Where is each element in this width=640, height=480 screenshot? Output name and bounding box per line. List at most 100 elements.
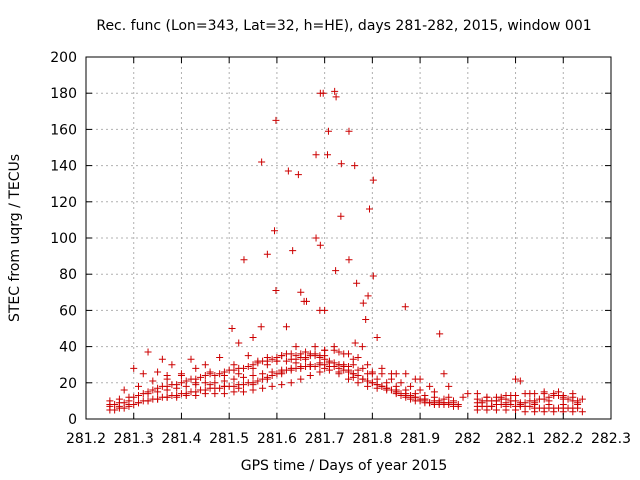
data-point: [235, 384, 243, 392]
data-point: [569, 393, 577, 401]
data-point: [545, 397, 553, 405]
data-point: [335, 368, 343, 376]
data-point: [516, 401, 524, 409]
data-point: [278, 352, 286, 360]
data-point: [401, 303, 409, 311]
data-point: [359, 364, 367, 372]
data-point: [345, 363, 352, 371]
data-point: [324, 151, 331, 159]
data-point: [349, 373, 357, 381]
data-point: [240, 364, 247, 372]
data-point: [316, 89, 324, 97]
data-point: [464, 390, 472, 398]
data-point: [287, 364, 295, 372]
data-point: [512, 375, 520, 383]
data-point: [426, 382, 434, 390]
data-point: [440, 399, 448, 407]
data-point: [240, 256, 248, 264]
data-point: [135, 399, 142, 407]
data-point: [302, 348, 310, 356]
data-point: [263, 357, 271, 365]
data-point: [240, 373, 247, 381]
data-point: [278, 370, 286, 378]
data-point: [249, 361, 257, 369]
data-point: [351, 162, 359, 170]
data-point: [220, 382, 228, 390]
data-point: [373, 334, 381, 342]
data-point: [294, 171, 302, 179]
data-point: [201, 372, 209, 380]
chart-title: Rec. func (Lon=343, Lat=32, h=HE), days …: [96, 18, 591, 34]
data-point: [235, 339, 243, 347]
data-point: [516, 377, 524, 385]
data-point: [306, 350, 314, 358]
y-tick-label: 160: [50, 122, 77, 138]
data-point: [206, 370, 214, 378]
data-point: [287, 350, 295, 358]
data-point: [392, 386, 400, 394]
data-point: [531, 408, 539, 416]
data-point: [216, 370, 224, 378]
data-point: [364, 370, 372, 378]
data-point: [366, 205, 373, 213]
data-point: [345, 375, 352, 383]
data-point: [297, 375, 305, 383]
data-point: [483, 393, 491, 401]
data-point: [397, 379, 405, 387]
data-point: [459, 393, 467, 401]
data-point: [378, 370, 386, 378]
data-point: [130, 364, 138, 372]
data-point: [120, 399, 128, 407]
x-tick-label: 281.5: [209, 431, 249, 447]
data-point: [259, 384, 267, 392]
data-point: [173, 393, 181, 401]
data-point: [272, 116, 280, 124]
data-point: [502, 391, 510, 399]
data-point: [149, 386, 157, 394]
x-tick-label: 281.9: [400, 431, 440, 447]
data-point: [228, 325, 236, 332]
data-point: [254, 377, 262, 385]
data-point: [216, 353, 224, 361]
data-point: [173, 384, 181, 392]
data-point: [268, 368, 276, 376]
data-point: [115, 395, 123, 403]
data-point: [258, 158, 266, 166]
data-point: [559, 395, 567, 403]
x-tick-label: 281.8: [352, 431, 392, 447]
data-point: [192, 379, 200, 387]
data-point: [387, 375, 395, 383]
data-point: [407, 391, 415, 399]
data-point: [378, 382, 386, 390]
data-point: [135, 382, 142, 390]
data-point: [312, 234, 320, 242]
data-point: [111, 401, 119, 409]
x-tick-label: 281.7: [305, 431, 345, 447]
data-point: [144, 348, 152, 356]
data-point: [436, 330, 444, 338]
data-point: [289, 247, 297, 255]
data-point: [332, 267, 340, 275]
data-point: [358, 343, 366, 351]
data-point: [402, 390, 410, 398]
data-point: [578, 395, 586, 403]
data-point: [335, 361, 343, 369]
data-point: [321, 364, 329, 372]
data-point: [362, 315, 370, 323]
y-axis: 0 20 40 60 80 100 120 140 160 180 200: [50, 50, 611, 428]
data-point: [201, 390, 209, 398]
data-point: [402, 370, 410, 378]
data-point: [364, 292, 372, 300]
data-point: [345, 256, 353, 264]
data-point: [540, 390, 548, 398]
data-point: [550, 390, 558, 398]
data-point: [158, 355, 166, 363]
data-point: [337, 212, 345, 220]
data-point: [249, 381, 257, 389]
data-point: [182, 391, 190, 399]
data-point: [211, 379, 219, 387]
data-point: [321, 346, 329, 354]
data-point: [271, 227, 279, 235]
data-point: [316, 241, 324, 249]
